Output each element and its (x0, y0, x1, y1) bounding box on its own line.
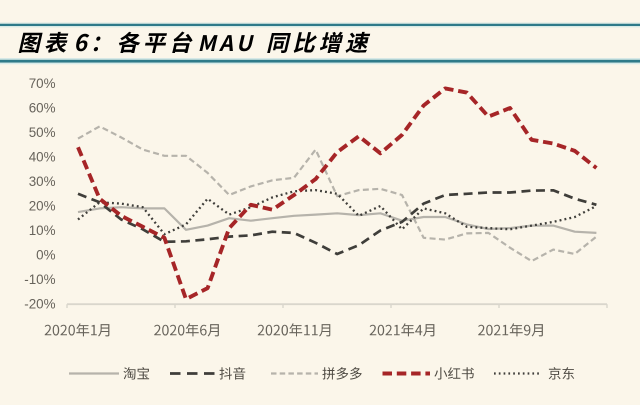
svg-text:60%: 60% (29, 101, 56, 116)
svg-text:10%: 10% (29, 223, 56, 238)
svg-text:30%: 30% (29, 174, 56, 189)
svg-text:50%: 50% (29, 125, 56, 140)
svg-text:-20%: -20% (24, 297, 55, 312)
svg-text:0%: 0% (36, 248, 55, 263)
svg-text:70%: 70% (29, 76, 56, 91)
svg-text:-10%: -10% (24, 272, 55, 287)
svg-text:20%: 20% (29, 199, 56, 214)
svg-text:40%: 40% (29, 150, 56, 165)
